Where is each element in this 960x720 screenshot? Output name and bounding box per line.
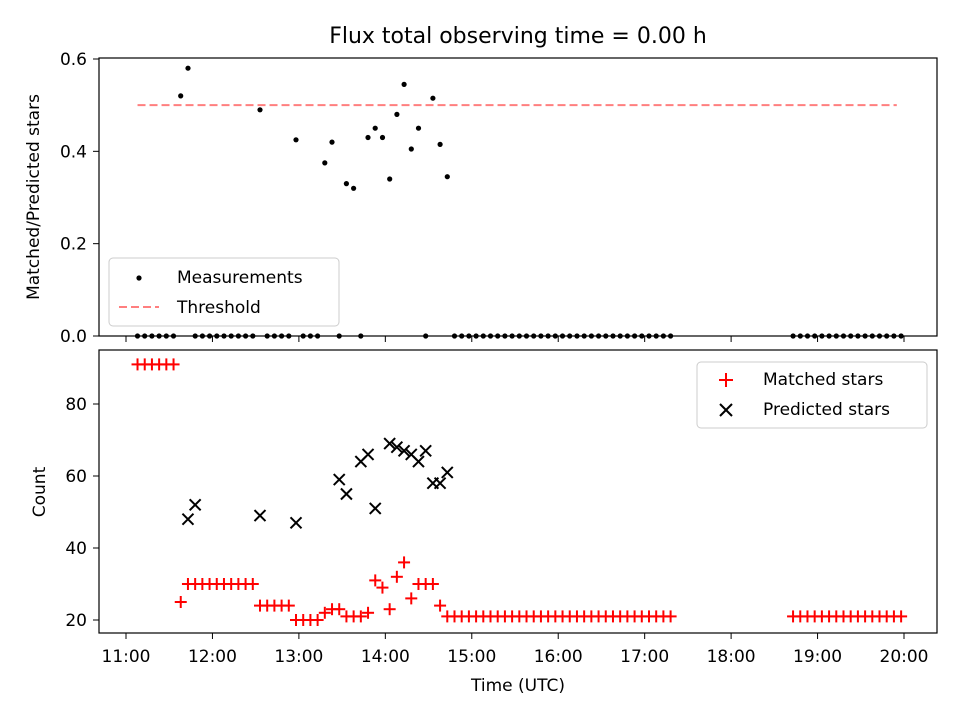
legend-matched-label: Matched stars bbox=[763, 370, 883, 390]
matched-point bbox=[174, 596, 187, 608]
legend-predicted-marker bbox=[719, 403, 733, 417]
predicted-point bbox=[289, 516, 303, 530]
matched-point bbox=[333, 603, 346, 616]
measurement-point bbox=[401, 81, 407, 87]
bottom-xtick-label: 19:00 bbox=[793, 647, 842, 667]
predicted-point bbox=[333, 473, 346, 486]
measurement-point bbox=[185, 65, 191, 71]
bottom-ytick-label: 60 bbox=[65, 467, 87, 487]
measurement-point bbox=[444, 174, 450, 180]
matched-point bbox=[376, 581, 389, 594]
top-ytick-label: 0.0 bbox=[60, 327, 87, 347]
matched-point bbox=[167, 358, 180, 371]
bottom-legend-box bbox=[696, 361, 928, 429]
bottom-panel: 20 40 60 80 11:00 12:00 13:00 14:00 15:00 16:00 1… bbox=[30, 349, 938, 696]
predicted-point bbox=[390, 440, 404, 454]
matched-point bbox=[318, 606, 331, 619]
matched-point bbox=[369, 574, 382, 587]
predicted-point bbox=[340, 487, 353, 501]
top-title: Flux total observing time = 0.00 h bbox=[329, 24, 707, 49]
measurement-point bbox=[322, 160, 328, 166]
measurement-point bbox=[365, 134, 371, 141]
matched-point bbox=[246, 578, 259, 590]
measurement-point bbox=[387, 176, 393, 182]
measurement-point bbox=[293, 137, 299, 143]
measurement-point bbox=[351, 185, 357, 191]
bottom-xtick-label: 12:00 bbox=[188, 647, 237, 667]
top-ytick-label: 0.6 bbox=[60, 50, 87, 70]
measurement-point bbox=[372, 125, 378, 131]
matched-point bbox=[362, 606, 375, 619]
bottom-xtick-label: 11:00 bbox=[102, 647, 151, 667]
top-ylabel: Matched/Predicted stars bbox=[24, 94, 44, 300]
bottom-axes-frame bbox=[98, 349, 938, 634]
measurement-point bbox=[408, 146, 414, 152]
measurement-point bbox=[430, 95, 436, 101]
bottom-xlabel: Time (UTC) bbox=[470, 676, 565, 696]
bottom-xtick-label: 18:00 bbox=[707, 647, 756, 667]
measurement-point bbox=[178, 93, 184, 99]
legend-measurements-label: Measurements bbox=[177, 268, 303, 288]
matched-point bbox=[398, 556, 411, 569]
measurement-point bbox=[343, 181, 349, 187]
predicted-point bbox=[188, 498, 202, 512]
predicted-point bbox=[369, 502, 382, 515]
measurement-point bbox=[394, 111, 400, 117]
bottom-xtick-label: 20:00 bbox=[880, 647, 929, 667]
legend-matched-marker bbox=[719, 373, 733, 387]
bottom-xtick-label: 13:00 bbox=[274, 647, 323, 667]
predicted-point bbox=[397, 444, 411, 458]
matched-point bbox=[895, 610, 908, 623]
bottom-xtick-label: 17:00 bbox=[620, 647, 669, 667]
bottom-ytick-label: 80 bbox=[65, 395, 87, 415]
top-legend: Measurements Threshold bbox=[108, 257, 340, 327]
matched-point bbox=[383, 603, 396, 616]
bottom-ylabel: Count bbox=[30, 466, 50, 517]
bottom-xtick-label: 14:00 bbox=[361, 647, 410, 667]
matched-point bbox=[354, 610, 367, 623]
legend-threshold-label: Threshold bbox=[176, 298, 261, 318]
matched-point bbox=[390, 570, 403, 583]
predicted-point bbox=[383, 437, 396, 450]
measurement-point bbox=[379, 134, 386, 141]
matched-point bbox=[282, 599, 295, 612]
legend-measurements-marker bbox=[136, 275, 142, 281]
predicted-point bbox=[412, 455, 425, 468]
top-ytick-label: 0.2 bbox=[60, 235, 87, 255]
predicted-point bbox=[433, 476, 447, 490]
matched-point bbox=[311, 614, 324, 626]
top-panel: Flux total observing time = 0.00 h 0.0 0.… bbox=[24, 24, 938, 347]
top-ytick-label: 0.4 bbox=[60, 142, 87, 162]
measurement-point bbox=[257, 107, 263, 113]
top-legend-box bbox=[108, 257, 340, 327]
top-axes-frame bbox=[98, 57, 938, 337]
bottom-xtick-label: 15:00 bbox=[447, 647, 496, 667]
measurement-point bbox=[415, 125, 422, 131]
legend-predicted-label: Predicted stars bbox=[763, 400, 890, 420]
bottom-ytick-label: 20 bbox=[65, 611, 87, 631]
predicted-point bbox=[419, 444, 432, 458]
bottom-ytick-label: 40 bbox=[65, 539, 87, 559]
predicted-point bbox=[361, 448, 375, 461]
bottom-legend: Matched stars Predicted stars bbox=[696, 361, 928, 429]
measurement-point bbox=[329, 139, 335, 145]
predicted-point bbox=[441, 466, 454, 479]
matched-point bbox=[426, 578, 439, 590]
matched-point bbox=[664, 610, 677, 623]
measurement-point bbox=[437, 141, 443, 147]
bottom-xtick-label: 16:00 bbox=[534, 647, 583, 667]
matched-point bbox=[405, 592, 418, 605]
predicted-point bbox=[181, 512, 195, 526]
predicted-point bbox=[253, 509, 267, 522]
matched-point bbox=[434, 599, 447, 612]
